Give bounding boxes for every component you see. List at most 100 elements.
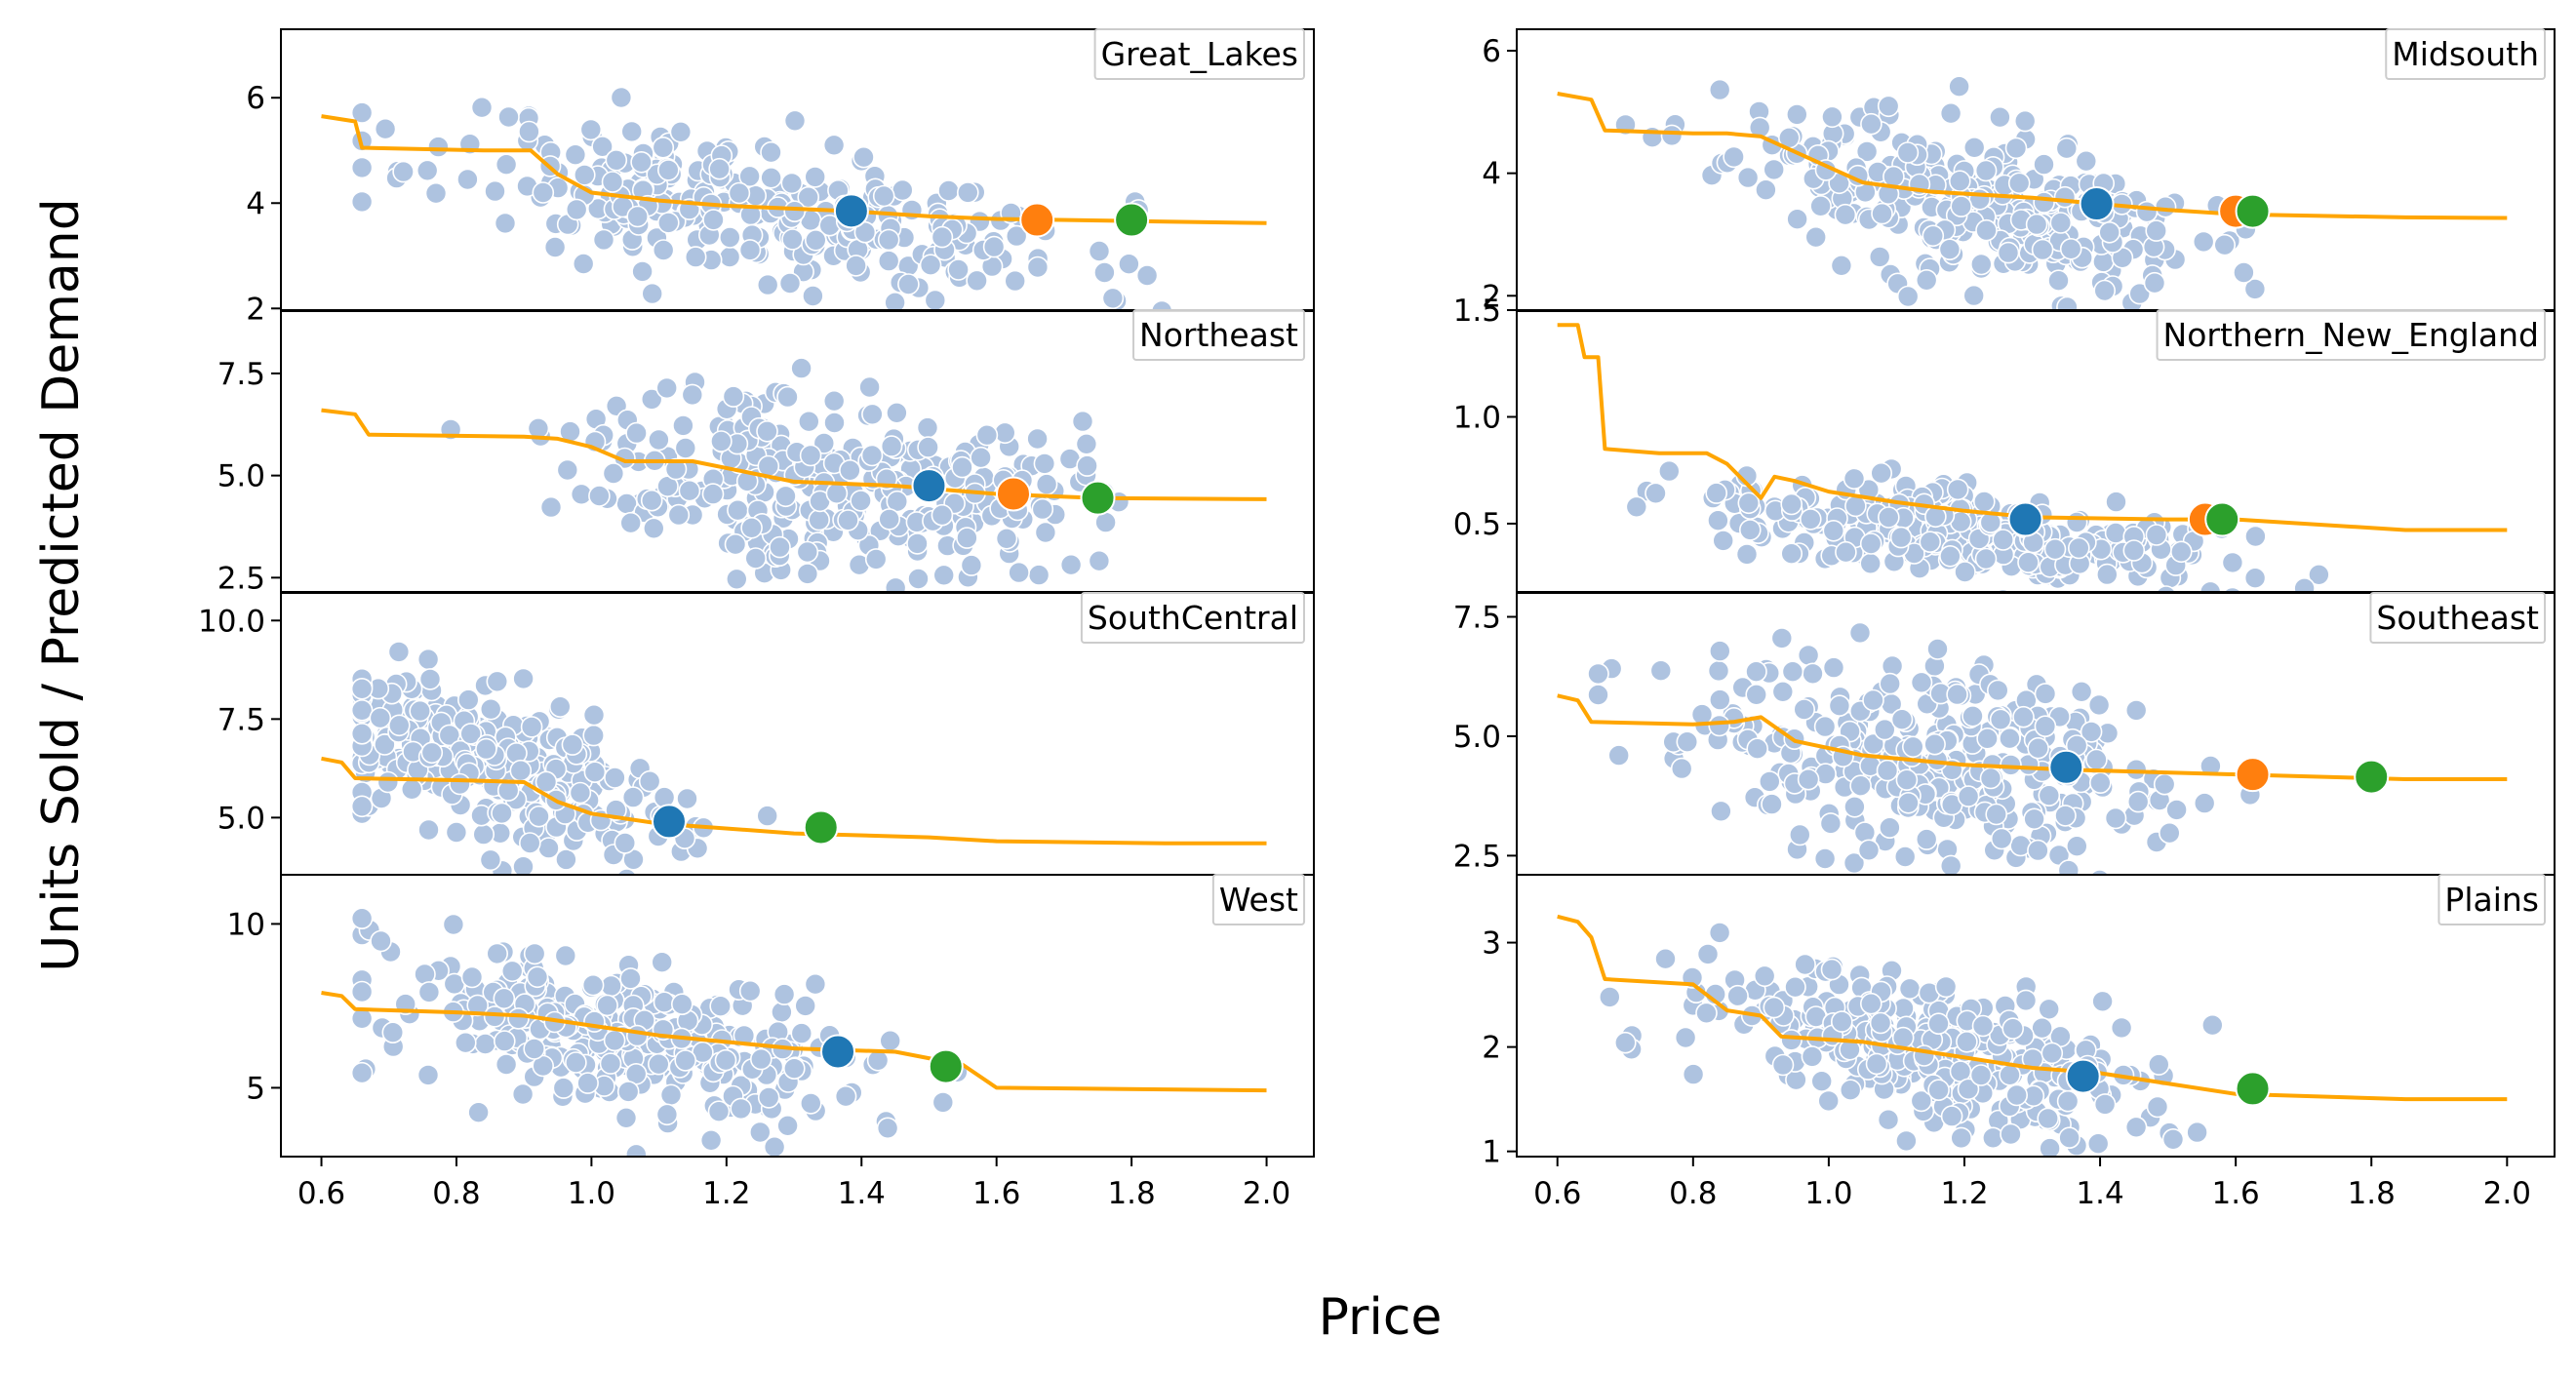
scatter-point	[2110, 1016, 2133, 1040]
scatter-point	[1705, 482, 1727, 504]
scatter-point	[714, 1048, 737, 1072]
scatter-point	[1682, 1063, 1705, 1085]
scatter-point	[884, 292, 906, 311]
scatter-point	[1005, 224, 1028, 248]
scatter-point	[672, 414, 694, 437]
scatter-point	[1797, 644, 1820, 667]
scatter-point	[1962, 704, 1984, 728]
scatter-point	[479, 848, 502, 872]
scatter-point	[2098, 221, 2120, 244]
scatter-point	[625, 421, 648, 445]
scatter-point	[1860, 112, 1882, 136]
scatter-point	[797, 410, 820, 433]
scatter-point	[1926, 638, 1949, 660]
scatter-point	[1607, 744, 1630, 767]
scatter-point	[456, 168, 479, 191]
scatter-point	[674, 1049, 697, 1072]
y-tick-label: 0.5	[1453, 507, 1501, 542]
plot-area	[321, 641, 1267, 875]
scatter-point	[678, 479, 701, 502]
scatter-point	[2089, 324, 2110, 344]
scatter-point	[2004, 137, 2028, 160]
scatter-point	[565, 198, 588, 221]
subplot-southeast: 2.5 5.0 7.5 Southeast	[1453, 592, 2556, 876]
scatter-point	[2233, 261, 2255, 284]
demand-curve	[1557, 914, 2508, 1102]
scatter-point	[1822, 519, 1845, 542]
demand-curve	[321, 756, 1267, 846]
scatter-point	[1780, 492, 1803, 516]
scatter-point	[2124, 1116, 2148, 1139]
x-tick-label: 1.4	[2076, 1176, 2123, 1211]
scatter-point	[670, 993, 694, 1015]
scatter-point	[1658, 459, 1681, 483]
scatter-point	[924, 289, 947, 311]
scatter-point	[769, 535, 791, 559]
scatter-point	[1035, 473, 1058, 495]
y-tick-label: 5.0	[1453, 720, 1501, 755]
scatter-point	[2041, 1042, 2064, 1065]
scatter-point	[583, 761, 607, 784]
scatter-point	[2012, 705, 2035, 728]
scatter-point	[640, 489, 663, 512]
scatter-point	[877, 228, 900, 252]
scatter-point	[1708, 922, 1731, 944]
scatter-point	[625, 1024, 649, 1047]
marker-blue	[833, 193, 869, 229]
scatter-point	[708, 157, 731, 180]
scatter-point	[1004, 269, 1026, 293]
scatter-point	[2055, 137, 2079, 160]
scatter-point	[2145, 524, 2168, 546]
scatter-point	[1789, 823, 1811, 846]
scatter-point	[982, 235, 1006, 258]
scatter-point	[1031, 497, 1054, 521]
scatter-point	[438, 724, 461, 747]
scatter-point	[1660, 124, 1684, 147]
scatter-point	[1891, 1026, 1915, 1049]
scatter-point	[1910, 671, 1933, 694]
x-tick-label: 1.6	[2211, 1176, 2259, 1211]
scatter-point	[1857, 478, 1881, 501]
scatter-point	[781, 228, 804, 251]
plot-area	[1557, 75, 2508, 344]
scatter-point	[616, 1081, 640, 1103]
scatter-point	[400, 777, 423, 801]
scatter-point	[1889, 526, 1913, 549]
y-tick-label: 10	[227, 907, 265, 942]
scatter-point	[596, 994, 618, 1017]
scatter-point	[1794, 953, 1816, 976]
scatter-point	[907, 568, 930, 590]
scatter-point	[350, 156, 374, 179]
scatter-point	[1878, 506, 1900, 529]
scatter-point	[1027, 564, 1050, 586]
marker-blue	[2007, 501, 2043, 537]
scatter-point	[1784, 975, 1806, 999]
subplot-title-box	[2437, 874, 2546, 925]
scatter-point	[975, 423, 999, 447]
demand-curve	[1557, 323, 2508, 532]
scatter-point	[664, 457, 688, 481]
scatter-point	[728, 181, 751, 205]
scatter-point	[667, 503, 691, 527]
scatter-point	[760, 167, 782, 189]
scatter-point	[1708, 714, 1730, 737]
scatter-point	[864, 548, 888, 570]
scatter-point	[581, 973, 605, 997]
subplot-northeast: 2.5 5.0 7.5 Northeast	[218, 309, 1315, 596]
scatter-point	[850, 490, 872, 512]
scatter-point	[931, 1091, 955, 1114]
scatter-point	[1974, 547, 1998, 570]
scatter-point	[554, 944, 577, 967]
scatter-point	[1843, 467, 1866, 491]
scatter-point	[1830, 254, 1853, 277]
scatter-point	[951, 455, 973, 479]
scatter-point	[484, 179, 506, 203]
scatter-point	[605, 149, 628, 172]
subplot-plains: 1 2 3 0.6 0.8 1.0 1.2 1.4 1.6 1.8 2.0 Plains	[1482, 874, 2556, 1211]
scatter-point	[442, 913, 465, 936]
scatter-point	[676, 787, 698, 810]
scatter-point	[427, 136, 450, 158]
scatter-point	[951, 308, 966, 311]
y-tick-label: 1	[1482, 1135, 1501, 1170]
scatter-point	[1059, 553, 1083, 576]
